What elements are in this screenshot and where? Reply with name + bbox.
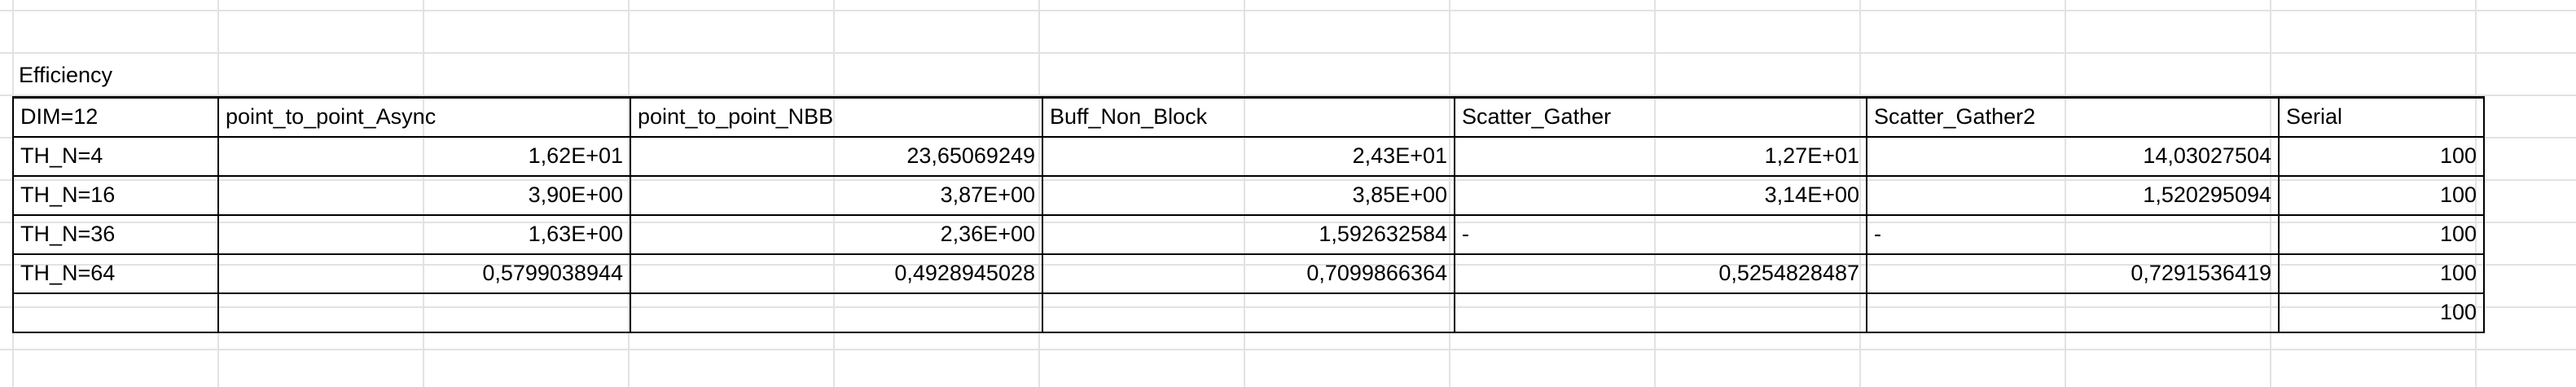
table-cell[interactable]: 0,5254828487 — [1454, 253, 1867, 294]
table-row: TH_N=16 3,90E+00 3,87E+00 3,85E+00 3,14E… — [12, 174, 2485, 216]
table-cell[interactable] — [1454, 292, 1867, 333]
table-cell[interactable]: 0,7099866364 — [1042, 253, 1455, 294]
table-cell[interactable]: 1,27E+01 — [1454, 135, 1867, 177]
table-cell[interactable]: 1,592632584 — [1042, 213, 1455, 255]
table-cell[interactable]: 100 — [2278, 135, 2485, 177]
table-row: TH_N=64 0,5799038944 0,4928945028 0,7099… — [12, 253, 2485, 294]
table-cell[interactable]: 2,43E+01 — [1042, 135, 1455, 177]
table-cell[interactable] — [1042, 292, 1455, 333]
table-cell[interactable]: 2,36E+00 — [630, 213, 1043, 255]
header-cell-scatter-gather[interactable]: Scatter_Gather — [1454, 96, 1867, 138]
table-cell[interactable]: 3,90E+00 — [217, 174, 631, 216]
row-label-cell[interactable]: TH_N=4 — [12, 135, 219, 177]
row-label-cell[interactable]: TH_N=16 — [12, 174, 219, 216]
table-cell[interactable]: 0,7291536419 — [1866, 253, 2280, 294]
table-cell[interactable] — [630, 292, 1043, 333]
efficiency-table: DIM=12 point_to_point_Async point_to_poi… — [12, 96, 2485, 333]
header-cell-buff-non-block[interactable]: Buff_Non_Block — [1042, 96, 1455, 138]
table-cell[interactable]: 3,85E+00 — [1042, 174, 1455, 216]
table-cell[interactable] — [1866, 292, 2280, 333]
table-cell[interactable]: - — [1454, 213, 1867, 255]
table-row: TH_N=36 1,63E+00 2,36E+00 1,592632584 - … — [12, 213, 2485, 255]
row-label-cell[interactable]: TH_N=36 — [12, 213, 219, 255]
header-row: DIM=12 point_to_point_Async point_to_poi… — [12, 96, 2485, 138]
table-cell[interactable]: 23,65069249 — [630, 135, 1043, 177]
header-cell-point-to-point-async[interactable]: point_to_point_Async — [217, 96, 631, 138]
table-row: 100 — [12, 292, 2485, 333]
table-cell[interactable]: - — [1866, 213, 2280, 255]
table-cell[interactable]: 14,03027504 — [1866, 135, 2280, 177]
table-cell[interactable]: 100 — [2278, 292, 2485, 333]
table-cell[interactable]: 3,14E+00 — [1454, 174, 1867, 216]
header-cell-point-to-point-nbb[interactable]: point_to_point_NBB — [630, 96, 1043, 138]
table-cell[interactable]: 1,520295094 — [1866, 174, 2280, 216]
table-cell[interactable] — [217, 292, 631, 333]
table-row: TH_N=4 1,62E+01 23,65069249 2,43E+01 1,2… — [12, 135, 2485, 177]
header-cell-dim[interactable]: DIM=12 — [12, 96, 219, 138]
row-label-cell[interactable]: TH_N=64 — [12, 253, 219, 294]
table-cell[interactable]: 0,4928945028 — [630, 253, 1043, 294]
table-cell[interactable]: 0,5799038944 — [217, 253, 631, 294]
table-cell[interactable]: 100 — [2278, 213, 2485, 255]
table-cell[interactable]: 100 — [2278, 253, 2485, 294]
header-cell-scatter-gather2[interactable]: Scatter_Gather2 — [1866, 96, 2280, 138]
row-label-cell[interactable] — [12, 292, 219, 333]
header-cell-serial[interactable]: Serial — [2278, 96, 2485, 138]
table-cell[interactable]: 1,63E+00 — [217, 213, 631, 255]
table-cell[interactable]: 1,62E+01 — [217, 135, 631, 177]
table-cell[interactable]: 100 — [2278, 174, 2485, 216]
table-title-cell[interactable]: Efficiency — [19, 63, 113, 87]
table-cell[interactable]: 3,87E+00 — [630, 174, 1043, 216]
